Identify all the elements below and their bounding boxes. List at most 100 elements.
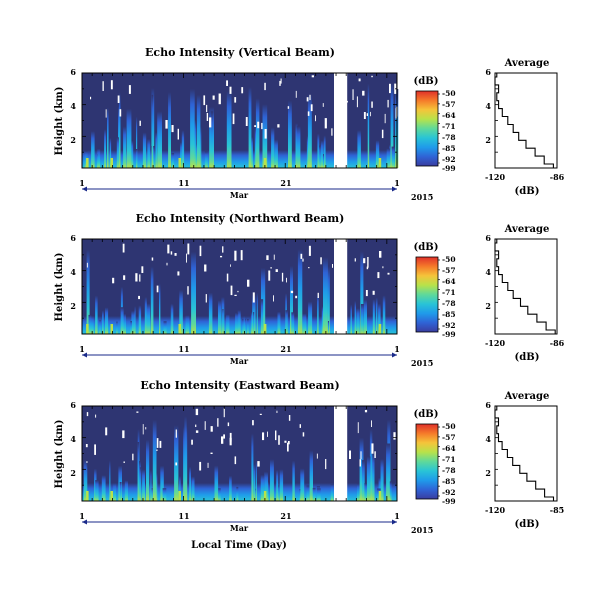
year-label: 2015 [411, 192, 433, 202]
y-axis-label: Height (km) [54, 87, 65, 156]
heatmap-echo-plume [271, 127, 275, 168]
heatmap-data-gap [334, 406, 348, 501]
panel-eastward-beam: Echo Intensity (Eastward Beam) Height (k… [54, 379, 564, 551]
average-title: Average [504, 224, 550, 235]
month-span-arrow [82, 519, 87, 525]
heatmap-echo-plume [179, 290, 183, 334]
colorbar-tick-label: -64 [442, 277, 456, 286]
heatmap-missing-data [117, 95, 120, 103]
average-y-tick: 4 [485, 434, 491, 444]
heatmap-echo-plume [360, 251, 364, 334]
heatmap-echo-plume [146, 439, 150, 501]
heatmap-hot-spot [86, 491, 89, 501]
heatmap-missing-data [230, 264, 231, 267]
heatmap-echo-plume [97, 148, 101, 168]
heatmap-echo-plume [142, 469, 145, 501]
heatmap-echo-plume [84, 459, 87, 501]
heatmap-missing-data [139, 120, 141, 126]
x-tick-label: 11 [178, 178, 189, 188]
heatmap-missing-data [317, 292, 319, 298]
heatmap-missing-data [102, 81, 104, 91]
average-x-label: (dB) [515, 519, 540, 530]
colorbar-tick-label: -71 [442, 288, 456, 297]
heatmap-echo-plume [366, 456, 371, 501]
heatmap-echo-plume [204, 151, 208, 168]
heatmap-missing-data [230, 285, 233, 296]
heatmap-hot-spot [263, 491, 267, 501]
y-tick-label: 2 [70, 468, 76, 478]
colorbar-tick-label: -50 [442, 255, 456, 264]
heatmap-echo-plume [226, 314, 230, 334]
heatmap-echo-plume [170, 303, 172, 334]
heatmap-missing-data [276, 410, 278, 413]
heatmap-hot-spot [263, 324, 267, 334]
heatmap-missing-data [362, 90, 365, 96]
average-y-tick: 2 [485, 468, 491, 478]
year-label: 2015 [411, 525, 433, 535]
heatmap-echo-plume [131, 310, 135, 334]
x-tick-label: 1 [394, 344, 400, 354]
heatmap-echo-plume [185, 315, 190, 334]
month-label: Mar [230, 190, 249, 200]
heatmap-echo-plume [157, 111, 162, 168]
heatmap-missing-data [234, 97, 237, 103]
heatmap-hot-spot [86, 324, 89, 334]
month-span-arrow [82, 352, 87, 358]
colorbar-tick-label: -57 [442, 100, 456, 109]
heatmap-echo-plume [277, 311, 281, 334]
heatmap-echo-plume [236, 486, 239, 501]
heatmap-echo-plume [253, 312, 255, 334]
average-y-tick: 6 [485, 400, 491, 410]
heatmap-missing-data [226, 273, 229, 282]
average-y-tick: 4 [485, 267, 491, 277]
average-y-tick: 2 [485, 301, 491, 311]
heatmap-echo-plume [150, 488, 155, 501]
heatmap-hot-spot [110, 491, 113, 501]
heatmap-echo-plume [386, 443, 391, 501]
panel-vertical-beam: Echo Intensity (Vertical Beam) Height (k… [54, 46, 565, 202]
heatmap-missing-data [210, 452, 213, 454]
panel-northward-beam: Echo Intensity (Northward Beam) Height (… [54, 212, 565, 368]
heatmap-echo-plume [290, 265, 293, 334]
colorbar-tick-label: -99 [442, 330, 456, 339]
average-title: Average [504, 58, 550, 69]
heatmap-missing-data [308, 267, 310, 269]
x-tick-label: 1 [79, 178, 85, 188]
heatmap-missing-data [315, 115, 316, 122]
heatmap-echo-plume [159, 283, 161, 334]
heatmap-echo-plume [155, 132, 157, 168]
heatmap-missing-data [382, 266, 384, 269]
colorbar-unit: (dB) [414, 409, 439, 420]
heatmap-echo-plume [309, 450, 313, 501]
heatmap-echo-plume [109, 460, 111, 501]
heatmap-missing-data [110, 80, 113, 90]
heatmap-missing-data [203, 95, 206, 106]
heatmap-echo-plume [372, 299, 375, 334]
heatmap-echo-plume [302, 313, 307, 334]
heatmap-echo-plume [226, 91, 232, 168]
heatmap-echo-plume [319, 145, 321, 168]
heatmap-echo-plume [218, 300, 221, 334]
heatmap-missing-data [354, 258, 356, 262]
heatmap-echo-plume [253, 464, 256, 501]
heatmap-echo-plume [235, 312, 239, 334]
heatmap-echo-plume [296, 126, 301, 168]
heatmap-missing-data [210, 426, 213, 432]
heatmap-missing-data [237, 290, 239, 293]
heatmap-echo-plume [104, 129, 107, 168]
heatmap-missing-data [218, 93, 221, 105]
colorbar-tick-label: -99 [442, 164, 456, 173]
heatmap-missing-data [209, 117, 212, 128]
heatmap-echo-plume [276, 469, 279, 501]
heatmap-echo-plume [196, 94, 201, 168]
heatmap-missing-data [207, 462, 209, 468]
colorbar-tick-label: -99 [442, 497, 456, 506]
heatmap-missing-data [366, 266, 369, 270]
heatmap-missing-data [223, 408, 225, 418]
y-tick-label: 4 [70, 267, 76, 277]
heatmap-echo-plume [382, 295, 386, 334]
y-tick-label: 6 [70, 400, 76, 410]
panel-title: Echo Intensity (Northward Beam) [136, 212, 345, 225]
colorbar [415, 90, 439, 167]
heatmap-echo-plume [160, 465, 164, 501]
